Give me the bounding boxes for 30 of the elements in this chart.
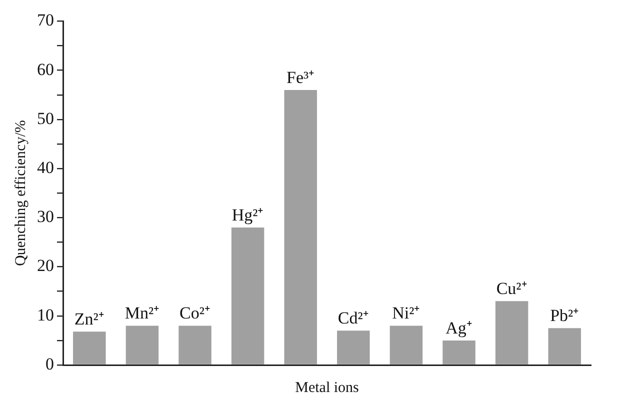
- bar: [390, 326, 423, 364]
- y-axis-title: Quenching efficiency/%: [12, 120, 29, 266]
- x-tick-label: Cd²⁺: [338, 308, 369, 328]
- x-tick-label: Zn²⁺: [74, 310, 104, 329]
- x-tick-label: Mn²⁺: [124, 304, 160, 323]
- bar: [548, 328, 581, 364]
- x-tick-label: Ni²⁺: [392, 304, 420, 323]
- bar: [495, 301, 528, 364]
- y-tick-label: 70: [37, 10, 54, 30]
- bar: [73, 332, 106, 364]
- x-tick-label: Cu²⁺: [496, 279, 528, 298]
- bar: [337, 330, 370, 364]
- x-tick-label: Ag⁺: [446, 318, 472, 338]
- bar: [126, 326, 159, 364]
- x-tick-label: Co²⁺: [180, 304, 210, 323]
- bar: [284, 90, 317, 364]
- y-tick-label: 20: [37, 256, 54, 276]
- y-tick-label: 50: [37, 108, 54, 128]
- y-tick-label: 30: [37, 207, 54, 226]
- bar: [442, 340, 476, 364]
- y-tick-label: 60: [37, 60, 54, 79]
- y-tick-label: 40: [37, 158, 54, 178]
- y-tick-label: 0: [46, 354, 54, 374]
- bar: [231, 227, 264, 364]
- y-tick-label: 10: [37, 305, 54, 324]
- x-tick-label: Fe³⁺: [286, 68, 315, 87]
- bar: [178, 326, 212, 364]
- x-axis-title: Metal ions: [295, 380, 360, 396]
- x-tick-label: Pb²⁺: [550, 306, 580, 326]
- x-tick-label: Hg²⁺: [232, 205, 264, 224]
